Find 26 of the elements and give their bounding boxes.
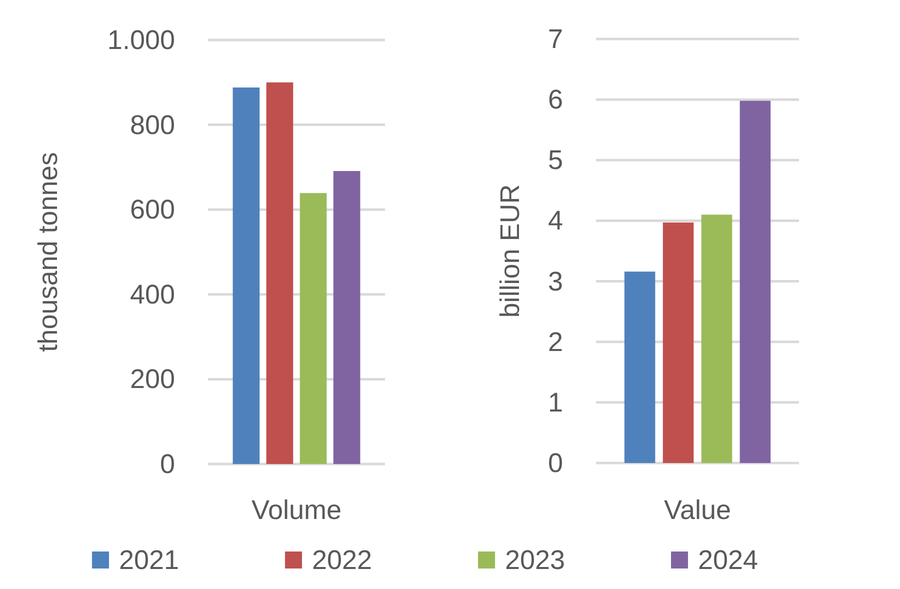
y-tick-label: 1.000 [107,25,175,55]
legend-label: 2022 [312,545,372,575]
legend-label: 2023 [505,545,566,575]
legend-label: 2024 [698,545,758,575]
bar [740,100,771,463]
y-tick-label: 600 [130,194,175,225]
y-tick-label: 2 [548,326,563,357]
y-tick-label: 1 [548,387,563,418]
y-tick-label: 4 [548,206,563,236]
bar [662,222,694,463]
y-tick-label: 3 [548,266,563,296]
bar [624,272,656,463]
y-tick-label: 7 [548,24,563,54]
y-tick-label: 800 [130,110,175,140]
y-tick-label: 400 [130,279,175,310]
bar [701,214,732,463]
x-tick-label: Volume [251,495,342,525]
y-tick-label: 5 [548,145,563,176]
y-axis-title: thousand tonnes [33,152,63,352]
legend-label: 2021 [119,545,180,575]
y-tick-label: 200 [130,364,175,394]
x-tick-label: Value [664,495,732,525]
y-tick-label: 0 [548,448,563,478]
y-tick-label: 6 [548,84,563,115]
y-tick-label: 0 [160,449,175,479]
y-axis-title: billion EUR [495,184,525,318]
